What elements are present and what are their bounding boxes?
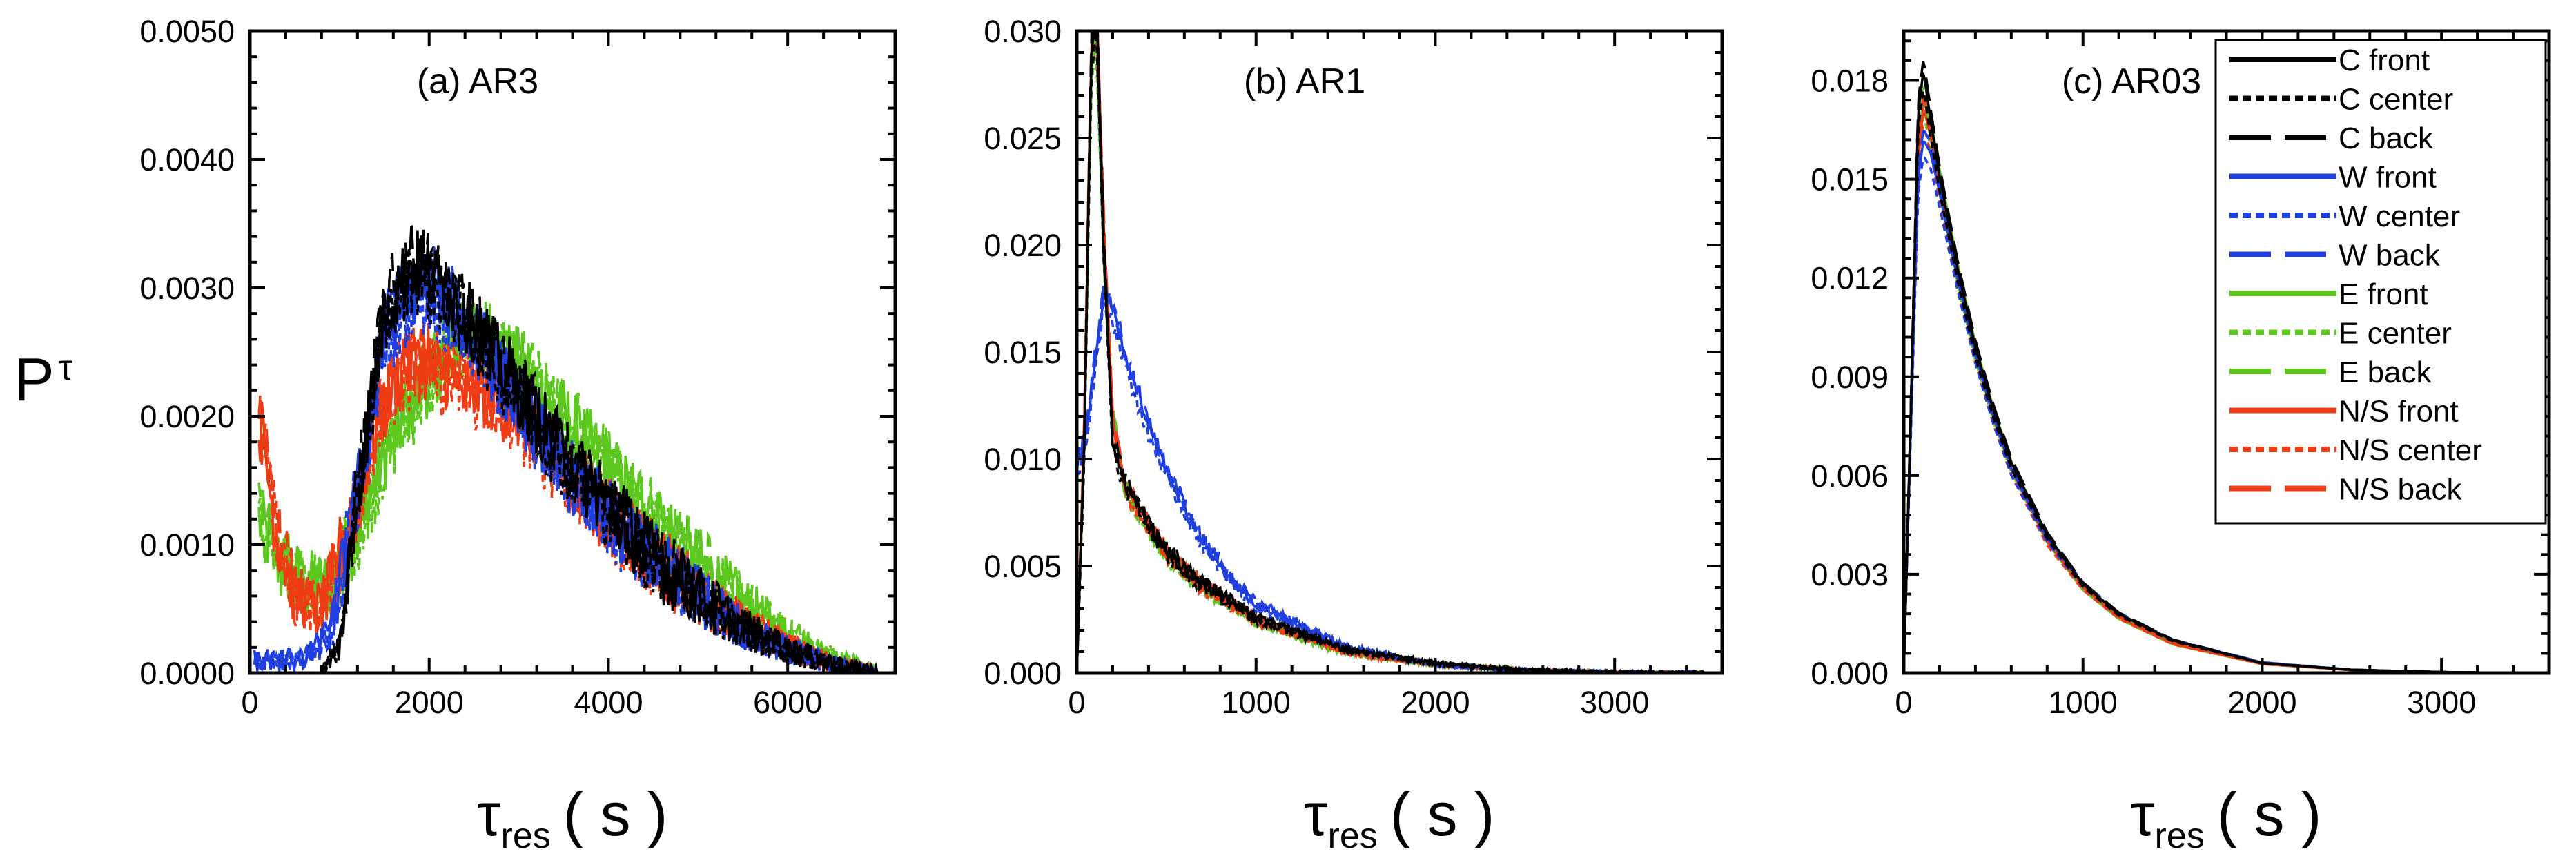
x-tick-label: 2000: [2227, 685, 2296, 720]
y-tick-label: 0.010: [984, 442, 1062, 477]
y-tick-label: 0.0030: [139, 271, 235, 306]
legend-label: E center: [2339, 317, 2452, 351]
x-axis-label-main: τ: [477, 780, 501, 848]
series-line-E-dotted: [1077, 57, 1704, 673]
x-axis-label-c: τres ( s ): [2131, 780, 2322, 856]
series-line-C-dashed: [1077, 31, 1704, 673]
panel-a: 0 2000 4000 6000 0.0000 0.0010 0.0020 0.0030 0.0…: [139, 14, 897, 720]
y-tick-label: 0.000: [1811, 656, 1889, 691]
y-tick-label: 0.018: [1811, 64, 1889, 99]
x-axis-label-unit: ( s ): [563, 780, 668, 848]
x-tick-label: 1000: [1222, 685, 1291, 720]
legend-label: E back: [2339, 356, 2432, 389]
series-line-W-dashed: [1077, 284, 1706, 673]
series-line-C-solid: [1077, 31, 1706, 673]
x-tick-label: 3000: [1580, 685, 1649, 720]
x-axis-label-main: τ: [1304, 780, 1328, 848]
y-tick-label: 0.005: [984, 549, 1062, 584]
x-axis-label-unit: ( s ): [2217, 780, 2322, 848]
legend-label: N/S center: [2339, 434, 2482, 467]
series-line-E-dotted: [257, 310, 877, 673]
panel-title: (b) AR1: [1244, 61, 1365, 101]
series-line-W-dashed: [253, 246, 879, 673]
y-tick-label: 0.025: [984, 121, 1062, 156]
series-line-E-solid: [1077, 32, 1705, 673]
y-tick-label: 0.000: [984, 656, 1062, 691]
y-tick-label: 0.0020: [139, 399, 235, 434]
y-axis-label-main: P: [14, 345, 55, 414]
x-axis-label-sub: res: [501, 816, 551, 856]
x-tick-label: 1000: [2049, 685, 2118, 720]
series-layer: [1077, 31, 1706, 673]
y-tick-label: 0.0000: [139, 656, 235, 691]
x-axis-label-sub: res: [1328, 816, 1378, 856]
x-tick-label: 4000: [574, 685, 643, 720]
y-tick-label: 0.003: [1811, 557, 1889, 592]
y-tick-label: 0.030: [984, 14, 1062, 49]
y-tick-label: 0.012: [1811, 261, 1889, 296]
x-tick-label: 2000: [395, 685, 464, 720]
legend-label: W center: [2339, 200, 2460, 233]
x-axis-label-b: τres ( s ): [1304, 780, 1495, 856]
x-axis-label-unit: ( s ): [1390, 780, 1495, 848]
legend-label: N/S front: [2339, 395, 2459, 429]
series-line-W-dotted: [253, 267, 879, 673]
legend-label: C center: [2339, 83, 2453, 117]
panel-title: (a) AR3: [417, 61, 538, 101]
series-line-NS-solid: [1077, 31, 1704, 673]
y-tick-label: 0.009: [1811, 360, 1889, 395]
x-tick-label: 2000: [1401, 685, 1470, 720]
x-tick-label: 0: [1068, 685, 1085, 720]
y-tick-label: 0.015: [984, 335, 1062, 370]
y-tick-label: 0.0010: [139, 527, 235, 563]
y-axis-label-sub: τ: [59, 348, 73, 388]
panel-b: 0 1000 2000 3000 0.000 0.005 0.010 0.015 0.020 0.…: [984, 14, 1724, 720]
series-line-E-dashed: [1077, 31, 1705, 673]
legend-label: N/S back: [2339, 473, 2463, 507]
legend-label: E front: [2339, 278, 2428, 311]
x-axis-label-main: τ: [2131, 780, 2155, 848]
series-line-NS-dotted: [1077, 35, 1704, 673]
panel-title: (c) AR03: [2062, 61, 2201, 101]
legend: C front C center C back W front W center W ba…: [2214, 39, 2547, 525]
y-tick-label: 0.0050: [139, 14, 235, 49]
y-tick-label: 0.020: [984, 228, 1062, 263]
series-line-NS-dashed: [1077, 31, 1705, 673]
legend-label: C front: [2339, 43, 2430, 77]
y-tick-label: 0.015: [1811, 162, 1889, 197]
series-line-C-solid: [254, 230, 877, 673]
x-tick-label: 0: [1895, 685, 1912, 720]
x-axis-label-sub: res: [2155, 816, 2205, 856]
x-tick-label: 6000: [753, 685, 822, 720]
series-line-C-dotted: [1077, 31, 1706, 673]
plot-frame: [1075, 29, 1724, 675]
legend-label: C back: [2339, 121, 2434, 155]
legend-label: W back: [2339, 239, 2441, 273]
x-tick-label: 0: [241, 685, 258, 720]
series-line-C-dashed: [254, 221, 879, 673]
x-tick-label: 3000: [2407, 685, 2476, 720]
legend-label: W front: [2339, 161, 2437, 195]
series-line-W-solid: [1077, 292, 1704, 673]
series-layer: [253, 221, 879, 673]
y-tick-label: 0.0040: [139, 142, 235, 177]
series-line-W-dotted: [1077, 301, 1705, 673]
y-tick-label: 0.006: [1811, 458, 1889, 494]
legend-box: [2214, 39, 2547, 525]
x-axis-label-a: τres ( s ): [477, 780, 668, 856]
